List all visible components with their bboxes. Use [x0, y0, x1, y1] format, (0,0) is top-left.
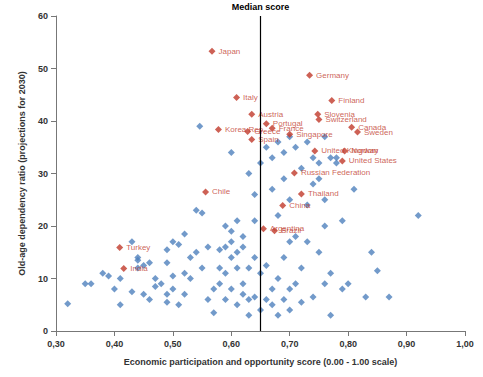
svg-text:Germany: Germany	[316, 71, 349, 80]
svg-text:0,80: 0,80	[339, 339, 357, 349]
svg-text:Finland: Finland	[338, 96, 364, 105]
svg-text:50: 50	[38, 64, 48, 74]
svg-text:Norway: Norway	[351, 146, 378, 155]
svg-text:France: France	[278, 123, 304, 133]
svg-text:Korea Rep.: Korea Rep.	[224, 124, 266, 134]
svg-text:10: 10	[38, 274, 48, 284]
svg-text:China: China	[289, 201, 310, 210]
svg-text:Japan: Japan	[219, 47, 241, 56]
svg-text:0,70: 0,70	[281, 339, 299, 349]
svg-text:1,00: 1,00	[456, 339, 474, 349]
svg-text:Turkey: Turkey	[126, 243, 150, 252]
svg-text:0,90: 0,90	[398, 339, 416, 349]
svg-text:40: 40	[38, 116, 48, 126]
svg-text:Singapore: Singapore	[296, 130, 333, 139]
svg-text:Spain: Spain	[258, 135, 278, 144]
svg-text:United Kingdom: United Kingdom	[321, 146, 378, 155]
svg-text:60: 60	[38, 11, 48, 21]
svg-text:Sweden: Sweden	[364, 128, 393, 137]
svg-text:30: 30	[38, 169, 48, 179]
svg-text:Switzerland: Switzerland	[325, 114, 367, 124]
svg-text:Italy: Italy	[243, 93, 258, 102]
svg-text:20: 20	[38, 221, 48, 231]
svg-text:0: 0	[43, 326, 48, 336]
svg-text:Old-age dependency ratio (proj: Old-age dependency ratio (projections fo…	[17, 71, 27, 276]
svg-text:0,40: 0,40	[106, 339, 124, 349]
svg-text:Brazil: Brazil	[281, 226, 301, 235]
svg-text:Thailand: Thailand	[308, 189, 339, 198]
svg-text:0,60: 0,60	[223, 339, 241, 349]
svg-text:Economic participation and opp: Economic participation and opportunity s…	[124, 357, 398, 367]
svg-text:Russian Federation: Russian Federation	[301, 168, 370, 177]
svg-text:0,30: 0,30	[47, 339, 65, 349]
svg-text:United States: United States	[349, 156, 397, 165]
svg-text:Greece: Greece	[254, 127, 281, 136]
svg-text:Chile: Chile	[212, 187, 231, 196]
svg-text:Austria: Austria	[258, 110, 283, 119]
svg-text:Median score: Median score	[232, 2, 290, 12]
svg-text:0,50: 0,50	[164, 339, 182, 349]
svg-text:India: India	[130, 264, 148, 273]
